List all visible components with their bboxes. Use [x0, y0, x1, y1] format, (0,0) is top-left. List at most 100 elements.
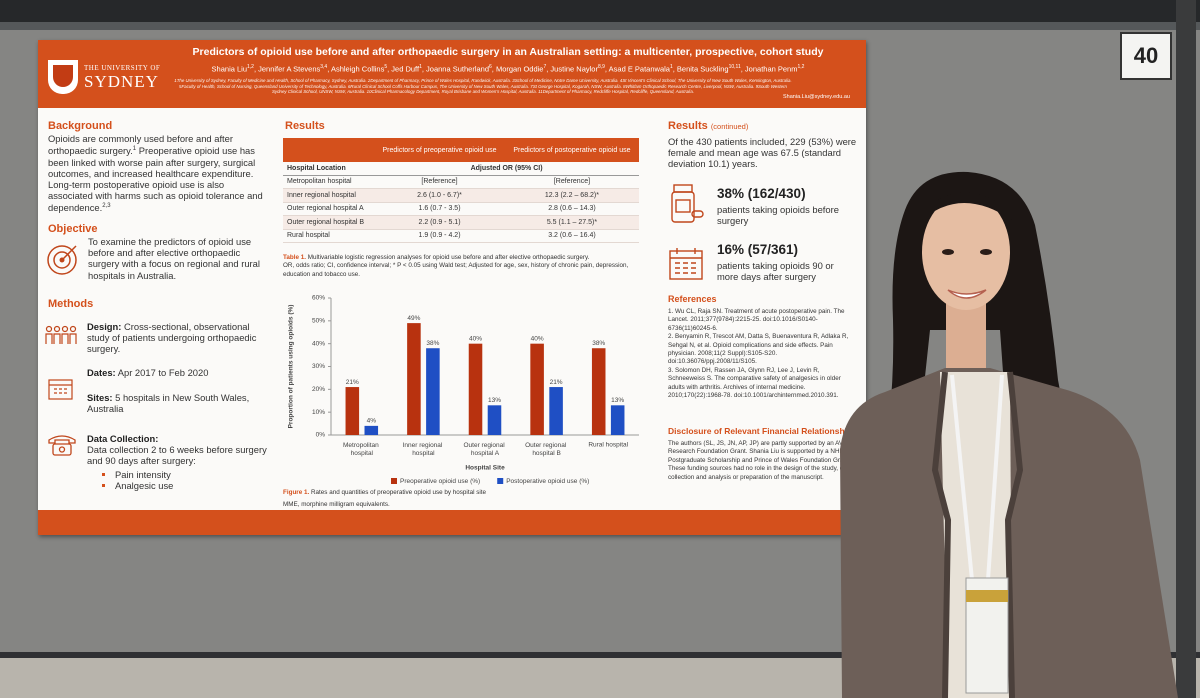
poster-header: THE UNIVERSITY OF SYDNEY Predictors of o…: [38, 40, 866, 108]
value-label: 40%: [469, 335, 482, 342]
logo-text: THE UNIVERSITY OF: [84, 64, 161, 72]
table-cell: Rural hospital: [283, 229, 375, 243]
y-tick-label: 60%: [312, 295, 325, 302]
method-text: Apr 2017 to Feb 2020: [115, 367, 209, 378]
hair: [882, 171, 1065, 478]
value-label: 38%: [426, 340, 439, 347]
bar-chart: Proportion of patients using opioids (%)…: [288, 295, 639, 485]
author-name: , Asad E Patanwala: [604, 64, 670, 74]
face: [922, 194, 1010, 310]
method-label: Data Collection:: [87, 433, 159, 444]
method-text: Cross-sectional, observational study of …: [87, 321, 257, 355]
author-name: , Jed Duff: [387, 64, 420, 74]
table-cell: Inner regional hospital: [283, 188, 375, 203]
caption-text: Rates and quantities of preoperative opi…: [309, 489, 487, 496]
y-tick-label: 10%: [312, 409, 325, 416]
poster-title: Predictors of opioid use before and afte…: [192, 46, 824, 58]
table-cell: [Reference]: [374, 175, 505, 189]
author-name: , Jonathan Penm: [740, 64, 798, 74]
legend-label: Preoperative opioid use (%): [400, 478, 480, 485]
top: [940, 372, 1012, 698]
author-affiliation: 10,11: [728, 64, 741, 70]
y-tick-label: 50%: [312, 318, 325, 325]
affiliations: 1The University of Sydney, Faculty of Me…: [174, 78, 792, 95]
fringe: [920, 192, 1012, 222]
table-cell: Metropolitan hospital: [283, 175, 375, 189]
table-subheader: Adjusted OR (95% CI): [374, 162, 639, 176]
author-list: Shania Liu1,2, Jennifer A Stevens3,4, As…: [158, 64, 858, 74]
citation: 2,3: [102, 203, 111, 210]
table-row: Rural hospital 1.9 (0.9 - 4.2) 3.2 (0.6 – …: [283, 229, 639, 243]
reference-list: 1. Wu CL, Raja SN. Treatment of acute po…: [668, 308, 858, 400]
y-tick-label: 20%: [312, 386, 325, 393]
calendar-icon: [48, 379, 73, 400]
table-subheader: Hospital Location: [283, 162, 375, 176]
bar: [407, 323, 421, 435]
value-label: 13%: [488, 397, 501, 404]
citation: 1: [132, 146, 137, 153]
section-heading: Methods: [48, 298, 94, 310]
value-label: 40%: [531, 335, 544, 342]
author-affiliation: 7: [543, 64, 547, 70]
method-label: Dates:: [87, 367, 116, 378]
method-text: 5 hospitals in New South Wales, Australi…: [87, 392, 250, 415]
bullet: Pain intensity: [115, 469, 267, 480]
y-axis-title: Proportion of patients using opioids (%): [288, 305, 295, 429]
poster-footer: [38, 510, 866, 535]
lapel: [931, 371, 1024, 698]
table-cell: Outer regional hospital A: [283, 202, 375, 216]
method-item: Dates: Apr 2017 to Feb 2020: [87, 367, 267, 378]
caption-label: Table 1.: [283, 254, 306, 261]
heading-text: Results: [668, 120, 708, 132]
author-name: Shania Liu: [211, 64, 247, 74]
disclosure-text: The authors (SL, JS, JN, AP, JP) are par…: [668, 440, 856, 481]
board-pole: [1176, 0, 1196, 698]
value-label: 21%: [550, 379, 563, 386]
lanyard: [950, 374, 1004, 581]
section-heading: References: [668, 294, 717, 304]
legend-swatch: [391, 478, 397, 484]
table-header: Predictors of postoperative opioid use: [504, 138, 639, 162]
author-name: , Joanna Sutherland: [421, 64, 489, 74]
heading-note: (continued): [710, 122, 749, 131]
section-heading: Results: [285, 120, 325, 132]
poster: THE UNIVERSITY OF SYDNEY Predictors of o…: [38, 40, 866, 535]
legend-swatch: [497, 478, 504, 484]
method-item: Design: Cross-sectional, observational s…: [87, 321, 267, 355]
caption-label: Figure 1.: [283, 489, 310, 496]
table-row: Metropolitan hospital [Reference] [Referen…: [283, 175, 639, 189]
board-number: 40: [1120, 32, 1172, 80]
background-text: Opioids are commonly used before and aft…: [48, 133, 266, 214]
smile: [947, 289, 987, 299]
method-item: Data Collection: Data collection 2 to 6 w…: [87, 433, 267, 491]
table-cell: Outer regional hospital B: [283, 215, 375, 230]
email: Shania.Liu@sydney.edu.au: [783, 94, 850, 100]
bar: [530, 343, 544, 435]
eye: [980, 249, 992, 255]
calendar-icon: [669, 248, 703, 280]
legend-label: Postoperative opioid use (%): [506, 478, 589, 485]
reference: 1. Wu CL, Raja SN. Treatment of acute po…: [668, 308, 845, 332]
x-tick-label: Rural hospital: [588, 442, 628, 449]
logo-crest: [48, 60, 78, 94]
board-bottom-rail: [0, 652, 1200, 660]
x-axis-title: Hospital Site: [465, 465, 505, 472]
target-icon: [47, 245, 77, 275]
author-affiliation: 1,2: [797, 64, 805, 70]
table-row: Outer regional hospital A 1.6 (0.7 - 3.5)…: [283, 202, 639, 216]
author-affiliation: 1: [419, 64, 422, 70]
figure-caption: Figure 1. Rates and quantities of preope…: [283, 489, 643, 497]
author-name: , Morgan Oddie: [491, 64, 544, 74]
x-tick-label: Outer regional hospital B: [525, 442, 568, 457]
neck: [946, 290, 986, 370]
bar: [591, 348, 606, 435]
author-affiliation: 5: [384, 64, 388, 70]
method-text: Data collection 2 to 6 weeks before surg…: [87, 444, 267, 467]
section-heading: Results (continued): [668, 120, 748, 132]
table-cell: 2.6 (1.0 - 6.7)*: [374, 188, 505, 203]
bar: [364, 425, 379, 435]
phone-icon: [48, 435, 76, 456]
author-name: , Ashleigh Collins: [327, 64, 385, 74]
caption-text: Multivariable logistic regression analys…: [305, 254, 590, 261]
y-tick-label: 30%: [312, 363, 325, 370]
